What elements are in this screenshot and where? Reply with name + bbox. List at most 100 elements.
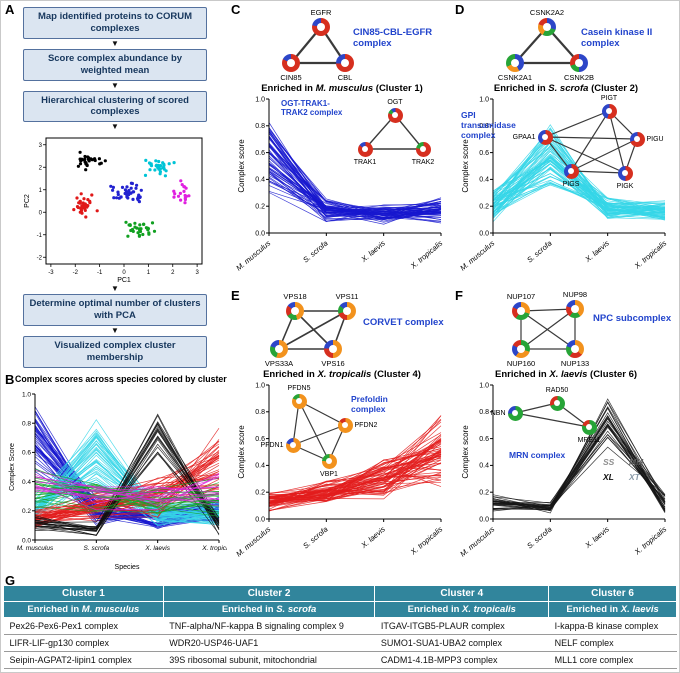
panel-c-network: EGFR CIN85 CBL bbox=[249, 7, 367, 87]
scatter-point bbox=[134, 186, 138, 191]
y-tick-label: 0.2 bbox=[255, 204, 265, 211]
x-tick-label: X. tropicalis bbox=[408, 524, 444, 557]
plot-line bbox=[34, 476, 220, 496]
scatter-point bbox=[125, 195, 129, 199]
scatter-point bbox=[179, 198, 183, 202]
table-row: Seipin-AGPAT2-lipin1 complex 39S ribosom… bbox=[3, 651, 677, 669]
scatter-point bbox=[154, 164, 158, 168]
scatter-point bbox=[130, 182, 134, 186]
panel-c: C EGFR CIN85 CBL CIN85-CBL-EGFR complex En… bbox=[229, 2, 455, 287]
subheader-species: X. laevis bbox=[620, 604, 659, 615]
plot-line bbox=[268, 452, 442, 494]
panel-d-label: D bbox=[455, 2, 465, 17]
plot-line bbox=[268, 144, 442, 214]
scatter-point bbox=[167, 162, 171, 166]
network-node-label: NUP107 bbox=[506, 291, 536, 301]
legend-item: MM bbox=[629, 457, 644, 467]
y-tick-label: 1.0 bbox=[255, 382, 265, 389]
scatter-point bbox=[79, 192, 83, 196]
network-node bbox=[270, 340, 288, 358]
scatter-point bbox=[162, 166, 166, 170]
table-header-row: Cluster 1 Cluster 2 Cluster 4 Cluster 6 bbox=[3, 585, 677, 602]
flow-box-hierarchical-clustering: Hierarchical clustering of scored comple… bbox=[23, 90, 207, 123]
subheader-prefix: Enriched in bbox=[407, 604, 463, 615]
network-node-hole bbox=[586, 424, 592, 430]
scatter-point bbox=[163, 174, 167, 178]
network-node bbox=[566, 340, 584, 358]
x-tick-label: -3 bbox=[48, 270, 54, 276]
network-node-hole bbox=[568, 168, 574, 174]
network-edge bbox=[298, 400, 346, 426]
scatter-point bbox=[111, 188, 115, 193]
scatter-point bbox=[83, 157, 87, 162]
plot-line bbox=[268, 180, 442, 220]
network-node-hole bbox=[517, 345, 525, 353]
network-node-hole bbox=[326, 458, 332, 464]
network-node-hole bbox=[290, 442, 296, 448]
y-tick-label: 1.0 bbox=[255, 96, 265, 103]
plot-line bbox=[492, 136, 666, 214]
plot-line bbox=[492, 407, 666, 512]
network-node-hole bbox=[511, 59, 519, 67]
scatter-point bbox=[89, 157, 93, 161]
network-edge bbox=[570, 110, 610, 172]
y-tick-label: 0.4 bbox=[22, 479, 31, 486]
network-node-label: CIN85 bbox=[280, 73, 302, 82]
scatter-point bbox=[72, 208, 76, 212]
scatter-point bbox=[124, 220, 128, 225]
scatter-point bbox=[143, 174, 148, 178]
panel-e-network-title: CORVET complex bbox=[363, 317, 444, 328]
scatter-point bbox=[109, 184, 113, 189]
flow-arrow-icon: ▼ bbox=[111, 284, 119, 294]
subheader-prefix: Enriched in bbox=[27, 604, 82, 615]
plot-line bbox=[34, 437, 220, 531]
scatter-point bbox=[141, 233, 145, 237]
y-tick-label: 0.8 bbox=[255, 123, 265, 130]
network-node bbox=[566, 300, 584, 318]
scatter-point bbox=[115, 196, 119, 200]
panel-g-label: G bbox=[5, 573, 16, 588]
network-node-label: OGT bbox=[387, 98, 403, 106]
x-tick-label: M. musculus bbox=[17, 545, 54, 552]
network-node-label: PIGT bbox=[600, 94, 618, 102]
pca-scatter-plot: -3 -2 -1 0 1 2 3 -2 -1 0 1 2 3 PC1 PC2 bbox=[24, 137, 203, 284]
plot-line bbox=[268, 439, 442, 500]
y-tick-label: 0.6 bbox=[255, 436, 265, 443]
panel-c-plot-area: 0.0 0.2 0.4 0.6 0.8 1.0 M. musculus S. scrofa X.… bbox=[234, 95, 449, 281]
panel-e-inset-network: PFDN5 PFDN2 PFDN1 VBP1 bbox=[261, 383, 378, 478]
network-node-hole bbox=[317, 23, 325, 31]
scatter-point bbox=[95, 209, 99, 213]
plot-line bbox=[492, 183, 666, 215]
table-subheader-row: Enriched in M. musculus Enriched in S. s… bbox=[3, 601, 677, 618]
scatter-point bbox=[81, 201, 85, 205]
panel-b: B Complex scores across species colored … bbox=[3, 372, 229, 575]
panel-c-plot: 0.0 0.2 0.4 0.6 0.8 1.0 M. musculus S. scrofa X.… bbox=[234, 96, 444, 272]
col-subheader-cluster4: Enriched in X. tropicalis bbox=[374, 601, 550, 618]
scatter-point bbox=[84, 215, 88, 219]
scatter-point bbox=[86, 198, 90, 202]
x-tick-label: M. musculus bbox=[459, 238, 496, 272]
x-tick-label: X. tropicalis bbox=[632, 524, 668, 557]
scatter-point bbox=[78, 162, 83, 166]
scatter-point bbox=[83, 209, 87, 213]
scatter-point bbox=[161, 161, 165, 165]
scatter-point bbox=[182, 185, 186, 189]
network-node bbox=[324, 340, 342, 358]
network-node-label: NUP98 bbox=[562, 289, 588, 299]
y-tick-label: 0.0 bbox=[479, 230, 489, 237]
flow-box-map-proteins: Map identified proteins to CORUM complex… bbox=[23, 7, 207, 39]
y-axis-label: Complex score bbox=[461, 425, 470, 479]
y-tick-label: 0.2 bbox=[22, 508, 31, 515]
plot-title-suffix: (Cluster 2) bbox=[588, 83, 639, 94]
scatter-point bbox=[97, 157, 101, 161]
network-node-hole bbox=[543, 23, 551, 31]
scatter-point bbox=[183, 201, 187, 205]
network-node bbox=[629, 131, 645, 147]
legend-item: XT bbox=[629, 472, 640, 482]
network-node-label: PIGK bbox=[616, 182, 634, 190]
network-node bbox=[549, 395, 565, 411]
subheader-prefix: Enriched in bbox=[221, 604, 277, 615]
scatter-point bbox=[116, 193, 120, 197]
network-node-hole bbox=[512, 410, 518, 416]
